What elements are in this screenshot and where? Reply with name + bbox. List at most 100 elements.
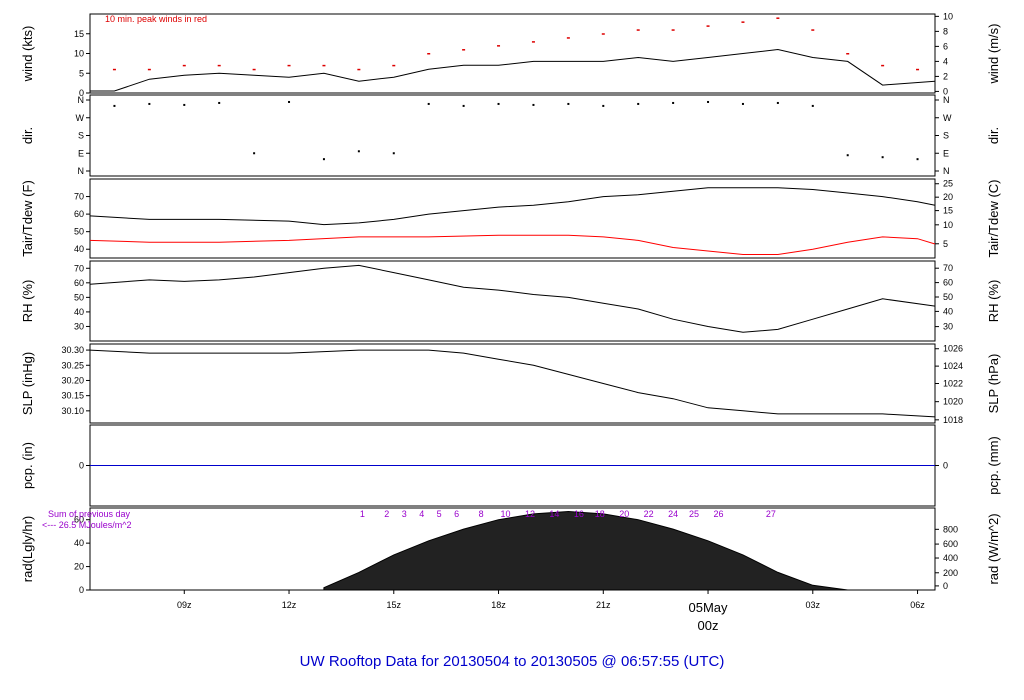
xtick-label: 21z (596, 600, 611, 610)
ytick-left-label: 20 (74, 562, 84, 572)
ylabel-right: pcp. (mm) (986, 436, 1001, 495)
hour-label: 27 (766, 509, 776, 519)
hour-label: 4 (419, 509, 424, 519)
ytick-left-label: 60 (74, 278, 84, 288)
ytick-left-label: 40 (74, 538, 84, 548)
ylabel-right: wind (m/s) (986, 24, 1001, 85)
ytick-left-label: 30.25 (61, 360, 84, 370)
peak-wind-point (322, 64, 326, 67)
ytick-left-label: 60 (74, 209, 84, 219)
hour-label: 16 (574, 509, 584, 519)
dir-point (811, 104, 814, 107)
ytick-left-label: E (78, 148, 84, 158)
hour-label: 24 (668, 509, 678, 519)
ytick-right-label: 15 (943, 206, 953, 216)
panel-temp: Tair/Tdew (F) Tair/Tdew (C) 40 50 60 70 5 10 15 2… (20, 178, 1001, 259)
ytick-left-label: 30.15 (61, 391, 84, 401)
ytick-right-label: S (943, 131, 949, 141)
dir-point (881, 156, 884, 159)
ytick-left-label: 30.10 (61, 406, 84, 416)
ylabel-right: RH (%) (986, 280, 1001, 323)
ytick-right-label: 800 (943, 524, 958, 534)
ytick-right-label: 1026 (943, 344, 963, 354)
ytick-right-label: 400 (943, 553, 958, 563)
x-axis: 09z 12z 15z 18z 21z 03z 06z 05May 00z (177, 590, 925, 633)
hour-label: 14 (549, 509, 559, 519)
ytick-right-label: E (943, 148, 949, 158)
ytick-left-label: 0 (79, 88, 84, 98)
ytick-right-label: N (943, 95, 950, 105)
peak-wind-point (566, 37, 570, 39)
ytick-right-label: 6 (943, 41, 948, 51)
ytick-left-label: 15 (74, 29, 84, 39)
ytick-right-label: 2 (943, 71, 948, 81)
hour-label: 25 (689, 509, 699, 519)
ylabel-left: rad(Lgly/hr) (20, 516, 35, 582)
dir-point (741, 102, 744, 105)
ytick-right-label: 8 (943, 26, 948, 36)
dir-point (567, 102, 570, 105)
rad-annotation: Sum of previous day (48, 509, 131, 519)
panel-rh: RH (%) RH (%) 30 40 50 60 70 30 40 50 60 70 (20, 260, 1001, 342)
ytick-left-label: 30.30 (61, 345, 84, 355)
ytick-left-label: 40 (74, 307, 84, 317)
dir-point (427, 102, 430, 105)
ylabel-left: SLP (inHg) (20, 352, 35, 415)
panel-frame (89, 260, 936, 342)
dir-point (916, 158, 919, 161)
ytick-right-label: W (943, 113, 952, 123)
dir-point (637, 102, 640, 105)
ytick-left-label: 40 (74, 244, 84, 254)
ytick-right-label: 1018 (943, 415, 963, 425)
dir-point (532, 103, 535, 106)
ytick-left-label: 30.20 (61, 375, 84, 385)
radiation-area (323, 510, 935, 591)
ytick-left-label: 30 (74, 321, 84, 331)
series-slp (89, 349, 936, 418)
peak-wind-point (357, 68, 361, 71)
panel-wind: wind (kts) wind (m/s) 0 5 10 15 0 2 4 6 8 10 10 min.… (20, 11, 1001, 98)
ytick-right-label: 0 (943, 581, 948, 591)
day-label: 05May (689, 600, 729, 615)
ytick-left-label: 70 (74, 192, 84, 202)
ytick-right-label: 25 (943, 179, 953, 189)
ytick-right-label: 70 (943, 263, 953, 273)
ytick-right-label: 0 (943, 86, 948, 96)
ylabel-right: SLP (hPa) (986, 354, 1001, 414)
hour-label: 5 (437, 509, 442, 519)
ytick-left-label: 50 (74, 292, 84, 302)
peak-wind-point (671, 29, 675, 31)
peak-wind-point (217, 64, 221, 67)
series-wind (90, 48, 936, 92)
ytick-left-label: N (78, 166, 85, 176)
hour-label: 6 (454, 509, 459, 519)
ylabel-right: rad (W/m^2) (986, 513, 1001, 584)
hour-label: 18 (595, 509, 605, 519)
ytick-left-label: 10 (74, 49, 84, 59)
ytick-right-label: 10 (943, 220, 953, 230)
hour-label: 8 (479, 509, 484, 519)
ytick-right-label: 30 (943, 322, 953, 332)
dir-point (357, 150, 360, 153)
ytick-left-label: 0 (79, 461, 84, 471)
peak-wind-point (287, 64, 291, 67)
peak-wind-point (252, 68, 256, 71)
dir-point (497, 102, 500, 105)
xtick-label: 06z (910, 600, 925, 610)
ylabel-left: dir. (20, 127, 35, 144)
peak-wind-point (601, 33, 605, 35)
peak-wind-point (741, 21, 745, 23)
ytick-right-label: 50 (943, 292, 953, 302)
dir-point (392, 152, 395, 155)
panel-rad: rad(Lgly/hr) rad (W/m^2)02040600200400600… (20, 507, 1001, 595)
ytick-left-label: 60 (74, 515, 84, 525)
peak-wind-point (776, 17, 780, 19)
dir-point (113, 104, 116, 107)
peak-wind-point (497, 45, 501, 47)
panel-frame (89, 178, 936, 259)
dir-point (218, 101, 221, 104)
xtick-label: 15z (387, 600, 402, 610)
dir-point (148, 102, 151, 105)
